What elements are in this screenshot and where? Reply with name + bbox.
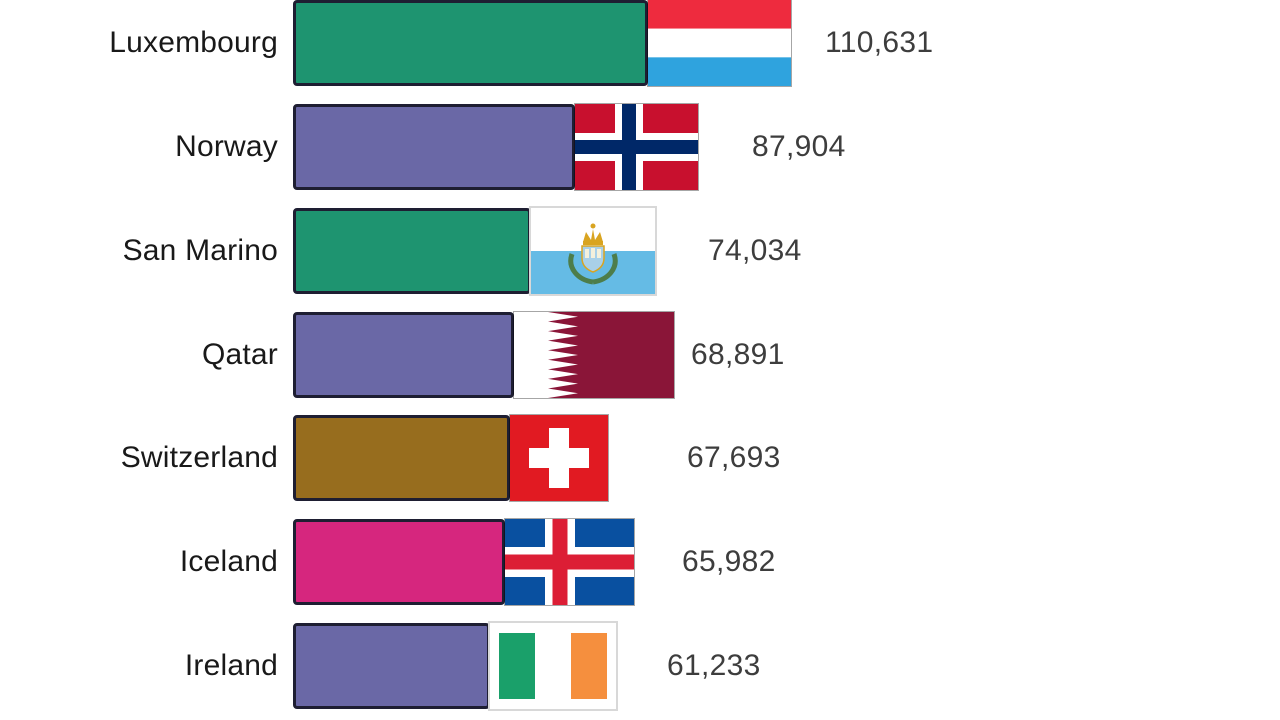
chart-row: Norway 87,904 bbox=[0, 104, 1280, 190]
chart-row: Luxembourg 110,631 bbox=[0, 0, 1280, 86]
country-label: Norway bbox=[175, 130, 278, 163]
iceland-flag bbox=[505, 519, 634, 605]
bar bbox=[293, 0, 648, 86]
bar bbox=[293, 208, 531, 294]
bar bbox=[293, 623, 490, 709]
country-label: Switzerland bbox=[120, 441, 278, 474]
luxembourg-flag bbox=[648, 0, 791, 86]
san-marino-flag bbox=[531, 208, 655, 294]
chart-row: Ireland 61,233 bbox=[0, 623, 1280, 709]
chart-row: San Marino 74,034 bbox=[0, 208, 1280, 294]
switzerland-flag bbox=[510, 415, 608, 501]
value-label: 87,904 bbox=[752, 130, 846, 163]
value-label: 110,631 bbox=[825, 26, 934, 59]
qatar-flag bbox=[514, 312, 674, 398]
value-label: 61,233 bbox=[667, 649, 761, 682]
value-label: 68,891 bbox=[691, 338, 785, 371]
chart-row: Switzerland 67,693 bbox=[0, 415, 1280, 501]
bar bbox=[293, 312, 514, 398]
chart-row: Qatar 68,891 bbox=[0, 312, 1280, 398]
bar bbox=[293, 415, 510, 501]
country-label: San Marino bbox=[122, 234, 278, 267]
chart-row: Iceland 65,982 bbox=[0, 519, 1280, 605]
ireland-flag bbox=[490, 623, 616, 709]
value-label: 74,034 bbox=[708, 234, 802, 267]
country-label: Luxembourg bbox=[109, 26, 278, 59]
norway-flag bbox=[575, 104, 698, 190]
bar bbox=[293, 104, 575, 190]
value-label: 65,982 bbox=[682, 545, 776, 578]
country-label: Ireland bbox=[184, 649, 278, 682]
value-label: 67,693 bbox=[687, 441, 781, 474]
country-label: Qatar bbox=[201, 338, 278, 371]
country-label: Iceland bbox=[179, 545, 278, 578]
bar bbox=[293, 519, 505, 605]
